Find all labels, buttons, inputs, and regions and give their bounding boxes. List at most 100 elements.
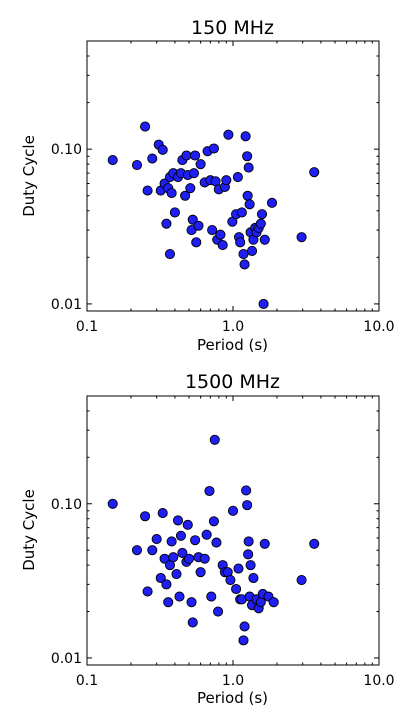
data-point <box>243 536 254 547</box>
data-point <box>107 498 118 509</box>
data-point <box>147 545 158 556</box>
data-point <box>215 229 226 240</box>
data-point <box>163 597 174 608</box>
data-point <box>142 185 153 196</box>
data-point <box>177 547 188 558</box>
data-point <box>195 567 206 578</box>
data-point <box>309 167 320 178</box>
y-tick-label: 0.01 <box>51 297 82 313</box>
x-tick-label: 1.0 <box>222 319 244 335</box>
data-point <box>180 190 191 201</box>
plot-frame-1500mhz <box>86 395 380 666</box>
data-point <box>227 505 239 516</box>
x-axis-label-150mhz: Period (s) <box>197 336 268 354</box>
data-point <box>209 434 220 445</box>
data-point <box>208 143 219 154</box>
data-point <box>155 572 166 584</box>
data-point <box>183 553 195 564</box>
data-point <box>211 537 222 548</box>
data-point <box>166 188 177 199</box>
data-point <box>255 597 266 608</box>
data-point <box>242 151 253 162</box>
data-point <box>201 529 212 540</box>
data-point <box>147 153 158 164</box>
plot-area-150mhz: 0.1 1.0 10.0 0.01 0.10 <box>51 40 395 335</box>
data-point <box>187 617 198 628</box>
data-point <box>151 534 162 545</box>
data-point <box>191 237 202 248</box>
y-tick-label: 0.10 <box>51 497 82 513</box>
data-point <box>239 259 250 270</box>
data-point <box>175 530 186 541</box>
data-point <box>166 536 177 547</box>
x-tick-label: 1.0 <box>222 673 244 689</box>
data-point <box>221 175 232 186</box>
data-point <box>107 155 118 166</box>
panel-150mhz: 150 MHz Duty Cycle Period (s) 0.1 1.0 10.0… <box>20 17 395 354</box>
data-point <box>240 131 251 142</box>
data-point <box>161 218 172 229</box>
data-point <box>239 621 250 632</box>
data-point <box>266 197 278 208</box>
data-point <box>161 579 172 590</box>
x-tick-label: 0.1 <box>76 673 98 689</box>
data-point <box>190 535 201 546</box>
y-tick-label: 0.01 <box>51 651 82 667</box>
data-point <box>174 591 185 602</box>
data-point <box>168 552 179 563</box>
data-point <box>233 563 244 574</box>
data-point <box>169 207 180 218</box>
data-point <box>242 190 253 201</box>
data-point <box>268 597 279 608</box>
x-axis-label-1500mhz: Period (s) <box>197 689 268 707</box>
data-point <box>258 298 269 309</box>
x-tick-label: 10.0 <box>363 319 394 335</box>
data-point <box>131 159 143 171</box>
data-point <box>259 538 270 549</box>
data-point <box>238 249 249 260</box>
data-point <box>255 218 266 229</box>
data-point <box>296 575 307 586</box>
data-point <box>236 207 247 218</box>
data-point <box>187 214 198 225</box>
data-point <box>208 516 219 527</box>
data-point <box>225 575 236 586</box>
data-point <box>248 572 259 584</box>
data-point <box>259 234 270 245</box>
data-point <box>213 606 224 617</box>
data-point <box>243 162 254 173</box>
data-point <box>188 168 199 179</box>
data-point <box>182 519 193 530</box>
data-point <box>296 232 307 243</box>
data-point <box>206 591 217 602</box>
data-point <box>242 500 253 511</box>
data-point <box>140 511 151 522</box>
data-point <box>181 150 192 161</box>
x-tick-label: 0.1 <box>76 319 98 335</box>
y-tick-label: 0.10 <box>51 142 82 158</box>
data-point <box>223 129 234 140</box>
data-point <box>172 515 184 526</box>
data-point <box>238 635 249 646</box>
data-point <box>245 560 256 571</box>
data-point <box>232 172 243 183</box>
data-point <box>235 237 246 248</box>
data-point <box>157 144 168 155</box>
data-point <box>199 553 210 564</box>
data-point <box>241 485 252 496</box>
panel-1500mhz: 1500 MHz Duty Cycle Period (s) 0.1 1.0 10.… <box>20 371 395 707</box>
data-point <box>207 225 218 236</box>
data-point <box>185 183 196 194</box>
y-axis-label-1500mhz: Duty Cycle <box>20 489 38 571</box>
data-point <box>140 121 151 132</box>
data-point <box>246 245 258 256</box>
data-point <box>256 209 268 220</box>
data-point <box>195 159 206 170</box>
data-point <box>243 549 254 560</box>
data-point <box>231 583 242 595</box>
data-point <box>193 220 204 231</box>
data-point <box>164 249 176 260</box>
chart-title-150mhz: 150 MHz <box>191 17 274 39</box>
x-tick-label: 10.0 <box>363 673 394 689</box>
